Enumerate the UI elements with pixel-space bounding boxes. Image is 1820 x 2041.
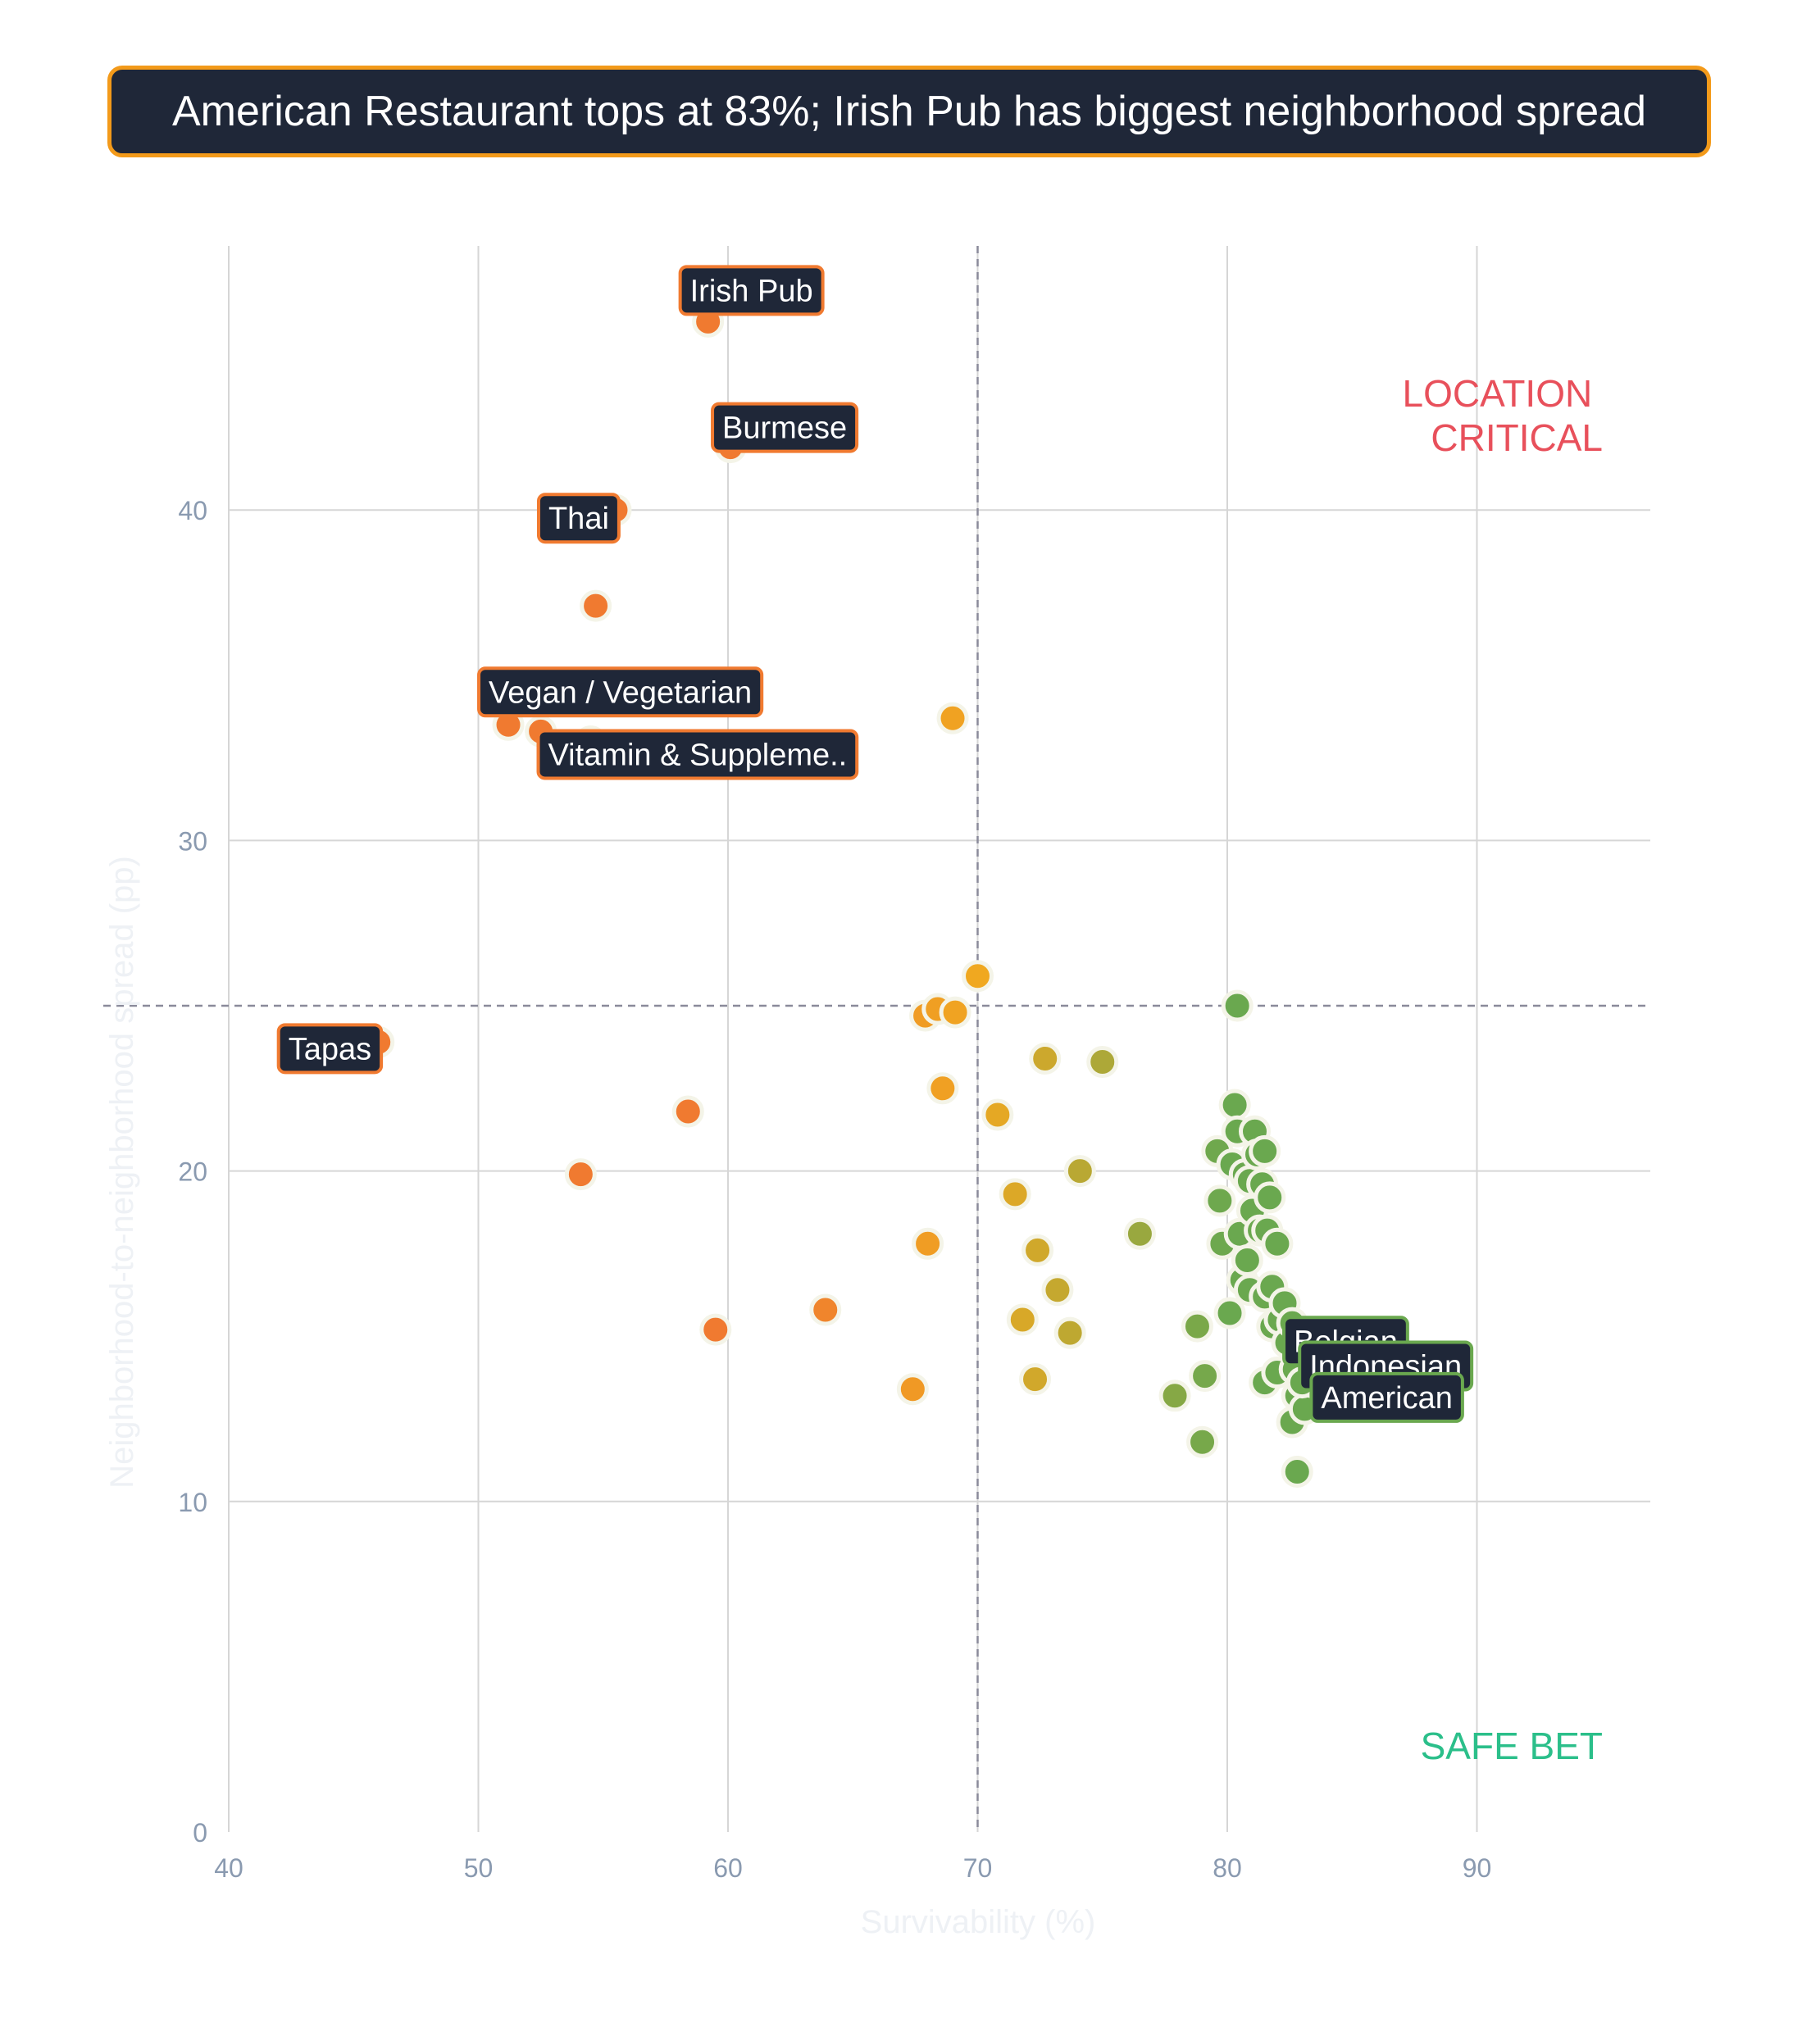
data-point (936, 702, 969, 734)
callout-box (536, 729, 859, 780)
callout-box (477, 666, 764, 718)
callout-box (711, 402, 859, 453)
data-point (981, 1098, 1014, 1131)
quadrant-label-safe-bet: SAFE BET (1421, 1725, 1603, 1767)
callout-label: Irish Pub (690, 274, 813, 308)
quadrant-label-line-2: CRITICAL (1431, 416, 1603, 459)
data-point (1186, 1425, 1219, 1458)
data-point (699, 1313, 732, 1346)
grid (228, 246, 1650, 1832)
data-point (896, 1373, 929, 1406)
data-point (580, 589, 612, 622)
data-point (1041, 1274, 1074, 1307)
data-point (1231, 1243, 1263, 1276)
x-axis-title: Survivability (%) (861, 1904, 1096, 1940)
data-point (1281, 1456, 1313, 1489)
data-point (1123, 1217, 1156, 1250)
x-tick-label: 60 (713, 1853, 743, 1883)
callout-label: Tapas (289, 1032, 371, 1066)
data-point (1181, 1310, 1213, 1343)
callout-box (276, 1023, 384, 1075)
data-point (962, 960, 994, 993)
callout-box (1309, 1371, 1464, 1423)
y-tick-label: 40 (178, 496, 207, 525)
data-point (1261, 1227, 1294, 1260)
callout-label: Burmese (722, 411, 847, 446)
data-point (1053, 1316, 1086, 1349)
data-point (1086, 1046, 1119, 1079)
data-point (1189, 1360, 1222, 1393)
y-tick-label: 20 (178, 1157, 207, 1187)
callout: American (1309, 1371, 1464, 1423)
callout-label: Vegan / Vegetarian (489, 675, 752, 710)
callout: Thai (536, 493, 621, 544)
quadrant-label-location-critical: LOCATION CRITICAL (1402, 372, 1603, 459)
chart-title: American Restaurant tops at 83%; Irish P… (107, 66, 1711, 157)
axis-ticks: 40 50 60 70 80 90 0 10 20 30 40 (178, 496, 1491, 1883)
callout: Irish Pub (678, 265, 825, 316)
point-callouts: Irish Pub Burmese Thai Vegan / Vegetarian Vi… (276, 265, 1474, 1423)
data-point (1019, 1363, 1052, 1396)
callout: Burmese (711, 402, 859, 453)
callout: Tapas (276, 1023, 384, 1075)
data-point (999, 1178, 1031, 1211)
callout-box (678, 265, 825, 316)
data-point (1021, 1234, 1054, 1266)
x-tick-label: 40 (214, 1853, 243, 1883)
callout: Vitamin & Suppleme.. (536, 729, 859, 780)
data-point (1218, 1089, 1251, 1121)
data-point (912, 1227, 944, 1260)
y-axis-title: Neighborhood-to-neighborhood spread (pp) (104, 856, 140, 1489)
x-tick-label: 70 (963, 1853, 993, 1883)
quadrant-label-line-1: LOCATION (1402, 372, 1592, 415)
data-point (1063, 1155, 1096, 1188)
data-point (1249, 1134, 1281, 1167)
callout-label: American (1321, 1381, 1453, 1416)
reference-lines (103, 246, 1650, 1832)
data-point (564, 1158, 597, 1191)
data-point (809, 1293, 842, 1326)
y-tick-label: 30 (178, 826, 207, 856)
y-tick-label: 0 (193, 1818, 207, 1848)
x-tick-label: 90 (1463, 1853, 1492, 1883)
data-point (1029, 1043, 1062, 1075)
callout-label: Thai (548, 502, 609, 536)
data-point (1254, 1181, 1286, 1214)
data-point (1221, 989, 1254, 1022)
data-point (1158, 1380, 1191, 1412)
callout: Vegan / Vegetarian (477, 666, 764, 718)
data-points (362, 305, 1321, 1489)
callout-box (536, 493, 621, 544)
callout-label: Vitamin & Suppleme.. (548, 738, 848, 772)
data-point (671, 1095, 704, 1128)
data-point (1213, 1297, 1246, 1330)
x-tick-label: 50 (464, 1853, 494, 1883)
data-point (1203, 1184, 1236, 1217)
data-point (926, 1072, 959, 1105)
data-point (939, 996, 971, 1029)
x-tick-label: 80 (1213, 1853, 1242, 1883)
data-point (1006, 1303, 1039, 1336)
y-tick-label: 10 (178, 1488, 207, 1517)
